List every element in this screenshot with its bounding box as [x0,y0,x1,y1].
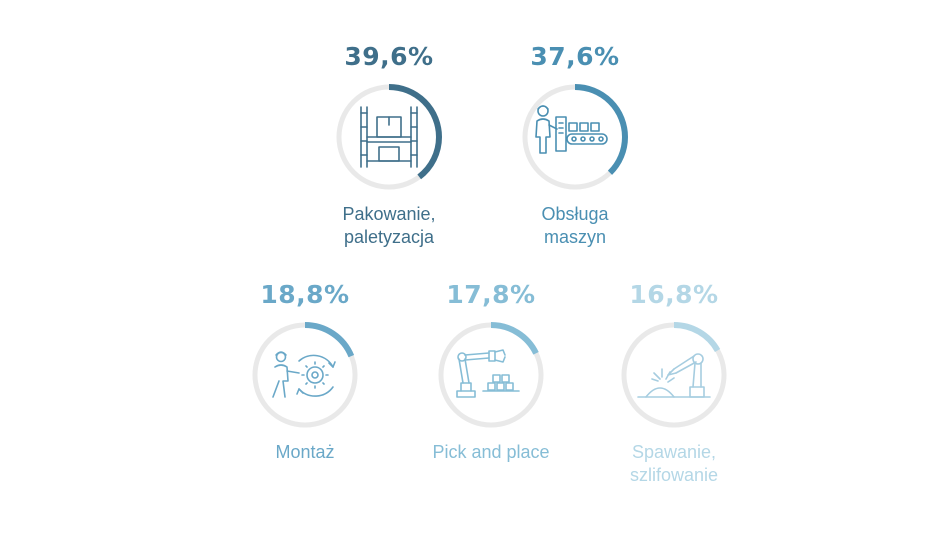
assembly-worker-icon [272,351,336,398]
ring-value-arc [621,322,727,428]
category-label: Pick and place [432,442,550,462]
category-label: Spawanie, szlifowanie [629,442,719,485]
percent-value: 18,8% [260,280,350,309]
donut-item-pakowanie: 39,6% Pakowanie, paletyzacja [289,43,489,249]
machine-operator-icon [535,105,608,154]
category-label: Obsługa maszyn [541,204,609,247]
ring-value-arc [438,322,544,428]
donut-ring [438,322,544,428]
ring-value-arc [252,322,358,428]
robot-arm-pick-icon [456,349,520,398]
percent-value: 39,6% [344,42,434,71]
donut-ring [522,84,628,190]
pallet-rack-icon [360,106,418,168]
donut-item-spawanie: 16,8% Spawanie, szlifowanie [574,281,774,487]
percent-value: 37,6% [530,42,620,71]
percent-value: 17,8% [446,280,536,309]
donut-item-obsluga: 37,6% Obsługa maszyn [475,43,675,249]
welding-robot-icon [637,353,711,398]
category-label: Montaż [275,442,335,462]
donut-ring [336,84,442,190]
donut-ring [252,322,358,428]
donut-item-pick-and-place: 17,8% Pick and place [391,281,591,464]
ring-value-arc [522,84,628,190]
donut-ring [621,322,727,428]
donut-item-montaz: 18,8% Montaż [205,281,405,464]
percent-value: 16,8% [629,280,719,309]
ring-value-arc [336,84,442,190]
category-label: Pakowanie, paletyzacja [342,204,436,247]
